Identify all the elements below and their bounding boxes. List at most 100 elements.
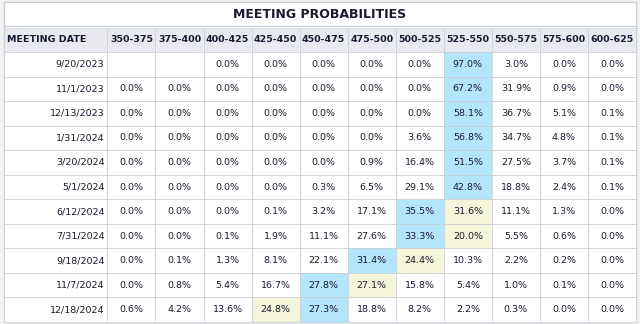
Bar — [108, 126, 156, 150]
Text: 1.3%: 1.3% — [216, 256, 239, 265]
Text: 5.4%: 5.4% — [216, 281, 239, 290]
Text: 0.0%: 0.0% — [360, 60, 384, 69]
Text: 0.9%: 0.9% — [360, 158, 384, 167]
Text: 0.0%: 0.0% — [216, 84, 239, 93]
Bar — [300, 126, 348, 150]
Bar — [492, 175, 540, 199]
Bar — [300, 150, 348, 175]
Text: 0.0%: 0.0% — [168, 207, 191, 216]
Bar — [588, 101, 636, 126]
Text: 350-375: 350-375 — [110, 36, 153, 44]
Text: 0.0%: 0.0% — [408, 60, 432, 69]
Bar — [4, 297, 108, 322]
Text: 0.6%: 0.6% — [120, 305, 143, 314]
Bar — [252, 76, 300, 101]
Text: 36.7%: 36.7% — [501, 109, 531, 118]
Text: 5.5%: 5.5% — [504, 232, 528, 241]
Bar — [4, 76, 108, 101]
Bar — [300, 175, 348, 199]
Bar — [300, 249, 348, 273]
Bar — [444, 273, 492, 297]
Text: 0.1%: 0.1% — [216, 232, 239, 241]
Bar — [204, 28, 252, 52]
Text: 27.5%: 27.5% — [501, 158, 531, 167]
Bar — [588, 52, 636, 76]
Bar — [588, 28, 636, 52]
Bar — [204, 224, 252, 249]
Bar — [348, 126, 396, 150]
Bar — [588, 273, 636, 297]
Bar — [588, 224, 636, 249]
Bar — [108, 224, 156, 249]
Text: 0.0%: 0.0% — [120, 133, 143, 143]
Text: 27.6%: 27.6% — [356, 232, 387, 241]
Bar — [156, 175, 204, 199]
Bar — [348, 101, 396, 126]
Bar — [300, 28, 348, 52]
Bar — [492, 101, 540, 126]
Bar — [540, 76, 588, 101]
Bar — [540, 297, 588, 322]
Bar — [396, 175, 444, 199]
Bar — [156, 76, 204, 101]
Text: 0.0%: 0.0% — [600, 281, 624, 290]
Text: 0.0%: 0.0% — [360, 84, 384, 93]
Text: 525-550: 525-550 — [446, 36, 490, 44]
Text: 1.9%: 1.9% — [264, 232, 287, 241]
Text: 27.1%: 27.1% — [356, 281, 387, 290]
Bar — [540, 199, 588, 224]
Text: 9/20/2023: 9/20/2023 — [56, 60, 104, 69]
Bar — [492, 28, 540, 52]
Bar — [300, 297, 348, 322]
Text: 0.1%: 0.1% — [600, 158, 624, 167]
Text: 0.8%: 0.8% — [168, 281, 191, 290]
Text: 5/1/2024: 5/1/2024 — [62, 182, 104, 191]
Text: 11.1%: 11.1% — [308, 232, 339, 241]
Bar — [4, 126, 108, 150]
Bar — [108, 28, 156, 52]
Text: 5.1%: 5.1% — [552, 109, 576, 118]
Bar — [540, 224, 588, 249]
Text: 11.1%: 11.1% — [501, 207, 531, 216]
Text: 0.0%: 0.0% — [600, 207, 624, 216]
Bar — [204, 150, 252, 175]
Bar — [108, 273, 156, 297]
Text: MEETING DATE: MEETING DATE — [7, 36, 86, 44]
Bar — [588, 249, 636, 273]
Text: 0.0%: 0.0% — [168, 232, 191, 241]
Bar — [204, 273, 252, 297]
Text: 0.3%: 0.3% — [312, 182, 336, 191]
Bar — [4, 2, 636, 26]
Bar — [252, 150, 300, 175]
Bar — [4, 150, 108, 175]
Bar — [204, 76, 252, 101]
Text: 1.0%: 1.0% — [504, 281, 528, 290]
Text: 0.0%: 0.0% — [216, 182, 239, 191]
Text: 0.0%: 0.0% — [168, 84, 191, 93]
Bar — [540, 28, 588, 52]
Bar — [156, 273, 204, 297]
Text: 0.1%: 0.1% — [168, 256, 191, 265]
Text: 575-600: 575-600 — [542, 36, 586, 44]
Bar — [300, 76, 348, 101]
Text: 0.0%: 0.0% — [216, 60, 239, 69]
Text: 0.0%: 0.0% — [120, 182, 143, 191]
Bar — [348, 28, 396, 52]
Bar — [492, 224, 540, 249]
Text: 11/7/2024: 11/7/2024 — [56, 281, 104, 290]
Text: 18.8%: 18.8% — [501, 182, 531, 191]
Bar — [300, 273, 348, 297]
Bar — [108, 101, 156, 126]
Bar — [252, 297, 300, 322]
Bar — [4, 199, 108, 224]
Text: 400-425: 400-425 — [206, 36, 249, 44]
Text: 0.0%: 0.0% — [600, 60, 624, 69]
Text: 10.3%: 10.3% — [452, 256, 483, 265]
Text: 600-625: 600-625 — [590, 36, 634, 44]
Text: 2.2%: 2.2% — [504, 256, 528, 265]
Bar — [396, 52, 444, 76]
Bar — [300, 101, 348, 126]
Text: 34.7%: 34.7% — [501, 133, 531, 143]
Text: 16.7%: 16.7% — [260, 281, 291, 290]
Text: 3.0%: 3.0% — [504, 60, 528, 69]
